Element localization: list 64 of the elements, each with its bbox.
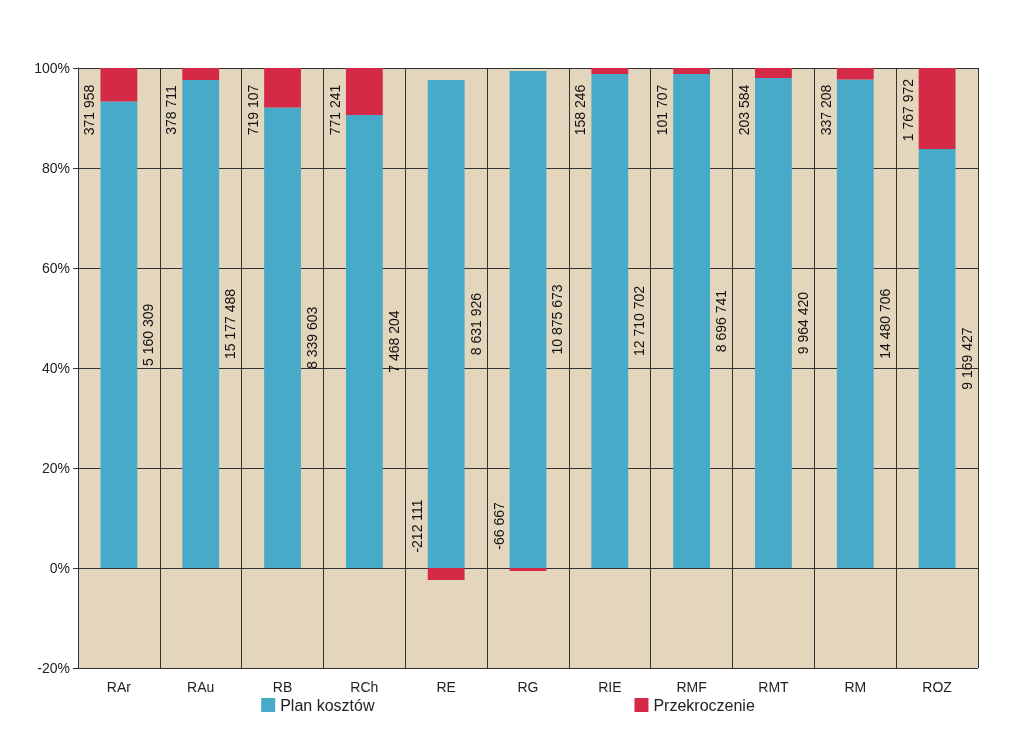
x-tick-label: RG [517,679,539,695]
bar [673,74,711,568]
y-tick-label: 40% [41,360,70,376]
x-tick-label: RMT [758,679,790,695]
bar [427,80,465,568]
annotation: 158 246 [572,84,589,136]
bar [509,568,547,571]
bar [591,68,629,74]
annotation: 7 468 204 [385,310,402,373]
annotation: 8 631 926 [467,292,484,356]
annotation: 337 208 [817,84,834,136]
annotation: 15 177 488 [222,288,239,360]
bar [100,68,138,102]
annotation: 8 339 603 [304,306,320,369]
annotation: -212 111 [408,499,425,553]
y-tick-label: 80% [41,160,70,176]
x-tick-label: ROZ [922,679,953,695]
annotation: 101 707 [654,84,671,136]
bar [755,68,792,78]
bar [836,79,874,568]
annotation: 5 160 309 [140,303,157,366]
y-tick-label: 100% [34,60,70,76]
annotation: 371 958 [81,84,98,136]
bar [345,115,383,568]
bar [836,68,874,80]
bar [918,149,956,568]
annotation: 12 710 702 [631,285,648,357]
y-tick-label: 20% [41,460,70,476]
x-tick-label: RE [436,679,456,695]
annotation: 10 875 673 [549,284,566,355]
legend-label: Plan kosztów [280,696,375,714]
x-tick-label: RAr [106,679,132,695]
bar [264,107,301,568]
bar [182,68,220,80]
x-tick-label: RAu [187,679,215,695]
annotation: 9 964 420 [794,291,811,355]
bar [918,68,956,149]
annotation: 8 696 741 [713,289,730,353]
bar [591,74,629,568]
annotation: 203 584 [736,84,752,136]
bar [182,80,220,568]
y-tick-label: 0% [49,560,70,576]
x-tick-label: RMF [676,679,707,695]
x-tick-label: RB [272,679,293,695]
y-tick-label: 60% [41,260,70,276]
annotation: 771 241 [326,84,343,136]
legend-label: Przekroczenie [653,696,755,714]
annotation: 14 480 706 [876,288,893,359]
bar [755,78,792,568]
bar [509,71,547,568]
bar [427,568,465,580]
annotation: 1 767 972 [899,78,916,142]
annotation: 719 107 [245,84,262,136]
bar [264,68,301,108]
y-tick-label: -20% [37,660,70,676]
x-tick-label: RM [844,679,867,695]
bar [345,68,383,115]
annotation: 9 169 427 [958,327,975,390]
x-tick-label: RCh [350,679,379,695]
x-tick-label: RIE [598,679,622,695]
bar [673,68,711,74]
annotation: 378 711 [163,85,180,135]
annotation: -66 667 [490,502,507,550]
bar [100,101,138,568]
